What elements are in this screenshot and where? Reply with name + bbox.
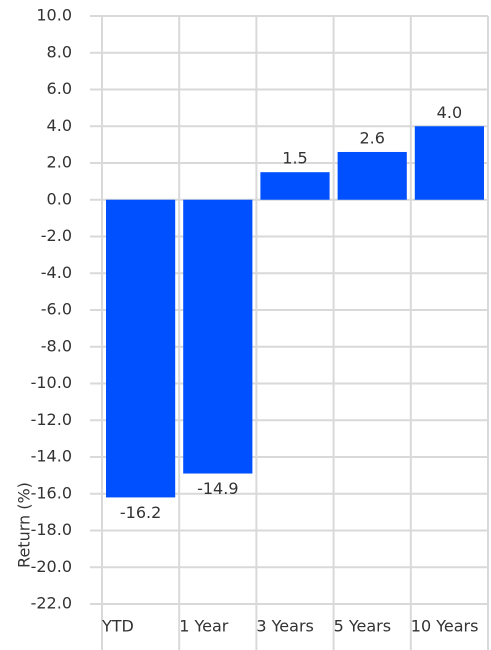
x-tick-label: 1 Year — [179, 617, 229, 636]
bar — [414, 126, 484, 200]
y-tick-label: -18.0 — [31, 520, 72, 539]
y-tick-label: -4.0 — [41, 263, 72, 282]
y-tick-label: 10.0 — [36, 6, 72, 25]
y-tick-label: 8.0 — [47, 42, 72, 61]
y-tick-label: -8.0 — [41, 336, 72, 355]
value-label: -14.9 — [197, 479, 238, 498]
value-label: -16.2 — [120, 503, 161, 522]
y-tick-label: -16.0 — [31, 483, 72, 502]
value-label: 4.0 — [437, 103, 462, 122]
y-axis-label: Return (%) — [15, 482, 34, 568]
bar — [106, 199, 176, 498]
y-tick-label: 6.0 — [47, 79, 72, 98]
bar — [260, 172, 330, 200]
y-tick-label: -6.0 — [41, 300, 72, 319]
value-label: 1.5 — [282, 149, 307, 168]
bar — [337, 151, 407, 200]
y-tick-label: 0.0 — [47, 189, 72, 208]
x-tick-label: 5 Years — [334, 617, 391, 636]
y-tick-label: -10.0 — [31, 373, 72, 392]
y-tick-label: -2.0 — [41, 226, 72, 245]
bar — [183, 199, 253, 474]
y-tick-label: -20.0 — [31, 557, 72, 576]
y-tick-label: -14.0 — [31, 447, 72, 466]
value-label: 2.6 — [359, 128, 384, 147]
x-tick-label: YTD — [101, 617, 134, 636]
x-tick-label: 10 Years — [411, 617, 479, 636]
y-tick-label: -22.0 — [31, 594, 72, 613]
y-tick-label: -12.0 — [31, 410, 72, 429]
y-tick-label: 2.0 — [47, 153, 72, 172]
y-tick-label: 4.0 — [47, 116, 72, 135]
x-tick-label: 3 Years — [256, 617, 313, 636]
